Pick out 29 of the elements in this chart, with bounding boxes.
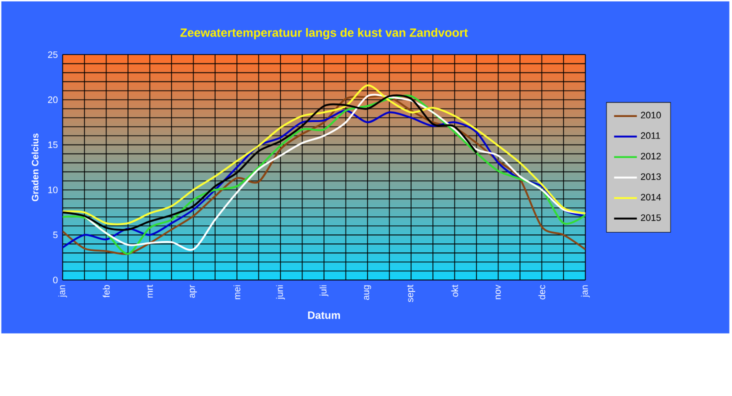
line-series: [62, 84, 586, 226]
legend-label: 2012: [640, 152, 661, 160]
x-tick-label: apr: [190, 284, 197, 298]
x-tick-label: nov: [496, 284, 501, 300]
x-tick-label: sept: [407, 284, 416, 302]
x-tick-label: okt: [451, 284, 458, 297]
y-tick-label: 20: [48, 96, 58, 104]
y-tick-label: 10: [48, 186, 58, 194]
legend-label: 2010: [640, 112, 661, 118]
x-tick-label: juni: [276, 285, 285, 300]
x-tick-label: feb: [102, 285, 110, 298]
x-tick-label: aug: [364, 285, 372, 300]
legend-label: 2013: [640, 173, 661, 180]
y-tick-label: 25: [48, 51, 58, 58]
x-tick-label: mei: [233, 285, 240, 300]
legend-label: 2014: [640, 194, 661, 200]
x-tick-label: jan: [58, 285, 68, 298]
chart-title: Zeewatertemperatuur langs de kust van Zandvoort: [180, 28, 468, 40]
y-tick-label: 5: [53, 232, 58, 238]
x-tick-label: dec: [538, 284, 546, 300]
x-tick-label: jan: [580, 285, 590, 298]
x-axis-title: Datum: [308, 311, 340, 319]
x-tick-label: mrt: [146, 284, 153, 298]
y-tick-label: 15: [48, 142, 58, 148]
y-tick-label: 0: [53, 276, 58, 284]
x-tick-label: juli: [320, 285, 328, 296]
legend-label: 2015: [640, 214, 661, 221]
legend-label: 2011: [640, 132, 660, 139]
y-axis-title: Graden Celcius: [32, 133, 38, 202]
